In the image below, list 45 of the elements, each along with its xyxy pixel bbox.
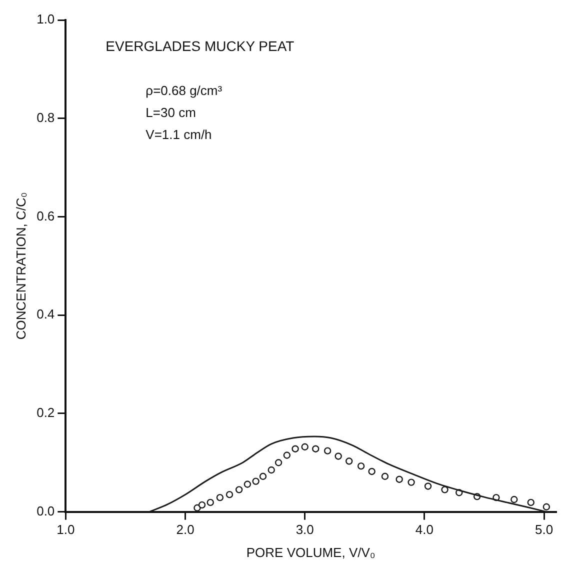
x-tick-label: 3.0 (296, 522, 314, 538)
point (324, 447, 332, 454)
point (408, 478, 415, 486)
x-axis-title: PORE VOLUME, V/V₀ (246, 544, 376, 560)
point (283, 452, 291, 459)
text: EVERGLADES MUCKY PEAT (106, 38, 295, 54)
point (312, 445, 320, 452)
point (368, 468, 376, 476)
x-tick-label: 4.0 (415, 522, 434, 538)
x-tick-label: 1.0 (56, 522, 75, 538)
x-tick-label: 2.0 (176, 522, 194, 538)
annotation: V=1.1 cm/h (146, 127, 212, 142)
annotation: L=30 cm (146, 105, 196, 120)
point (244, 480, 252, 488)
y-tick-label: 0.0 (36, 503, 55, 518)
x-tick-label: 5.0 (535, 522, 554, 538)
annotation: ρ=0.68 g/cm³ (146, 83, 223, 98)
point (301, 443, 308, 450)
point (194, 504, 201, 512)
point (396, 476, 403, 483)
point (424, 482, 432, 490)
point (334, 452, 342, 460)
point (198, 501, 206, 509)
y-tick-label: 0.6 (36, 208, 55, 224)
point (235, 486, 243, 494)
point (259, 472, 267, 480)
y-tick-label: 0.4 (36, 306, 55, 322)
point (268, 466, 275, 474)
point (441, 486, 448, 494)
y-tick-label: 0.2 (36, 405, 55, 420)
point (226, 490, 234, 498)
point (346, 458, 353, 465)
point (357, 462, 365, 470)
y-tick-label: 1.0 (36, 12, 55, 27)
point (381, 472, 389, 480)
y-axis-title: CONCENTRATION, C/C₀ (13, 192, 28, 340)
point (252, 478, 260, 485)
point (216, 494, 224, 502)
point (542, 503, 550, 510)
point (527, 498, 534, 506)
point (274, 459, 282, 466)
y-tick-label: 0.8 (36, 110, 55, 125)
point (206, 498, 214, 506)
point (292, 445, 299, 452)
point (510, 496, 518, 504)
